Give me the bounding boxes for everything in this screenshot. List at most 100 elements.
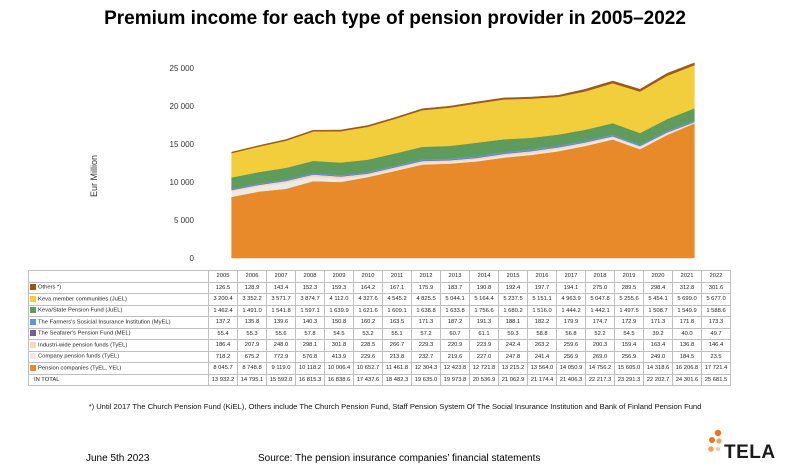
value-cell: 25 681.5 bbox=[701, 373, 731, 386]
value-cell: 232.7 bbox=[411, 350, 441, 363]
table-row: Company pension funds (TyEL) 718.2 675.2 77… bbox=[28, 350, 731, 363]
value-cell: 247.8 bbox=[498, 350, 528, 363]
value-cell: 23 291.3 bbox=[614, 373, 644, 386]
value-cell: 263.2 bbox=[527, 339, 557, 352]
value-cell: 4 545.2 bbox=[382, 293, 412, 306]
year-header-cell: 2011 bbox=[382, 270, 412, 283]
value-cell: 675.2 bbox=[237, 350, 267, 363]
value-cell: 249.0 bbox=[643, 350, 673, 363]
value-cell: 191.3 bbox=[469, 316, 499, 329]
year-header-cell: 2006 bbox=[237, 270, 267, 283]
value-cell: 298.1 bbox=[295, 339, 325, 352]
value-cell: 173.3 bbox=[701, 316, 731, 329]
table-row: Keva/State Pension Fund (JuEL) 1 462.4 1 4… bbox=[28, 304, 731, 317]
value-cell: 52.2 bbox=[585, 327, 615, 340]
value-cell: 10 652.7 bbox=[353, 362, 383, 375]
year-header-cell: 2017 bbox=[556, 270, 586, 283]
value-cell: 1 508.7 bbox=[643, 304, 673, 317]
y-tick-label: 15 000 bbox=[170, 140, 195, 149]
value-cell: 19 635.0 bbox=[411, 373, 441, 386]
value-cell: 5 237.5 bbox=[498, 293, 528, 306]
tela-logo-icon bbox=[708, 429, 722, 452]
series-label-cell: Others *) bbox=[28, 281, 209, 294]
value-cell: 23.5 bbox=[701, 350, 731, 363]
logo-dot bbox=[714, 429, 722, 437]
table-row: Pension companies (TyEL, YEL) 8 045.7 8 74… bbox=[28, 362, 731, 375]
value-cell: 21 062.9 bbox=[498, 373, 528, 386]
value-cell: 259.6 bbox=[556, 339, 586, 352]
value-cell: 1 444.2 bbox=[556, 304, 586, 317]
data-table: 2005 2006 2007 2008 2009 2010 2011 2012 2013 2014… bbox=[28, 270, 731, 386]
value-cell: 9 119.0 bbox=[266, 362, 296, 375]
series-name: The Seafarer's Pension Fund (MEL) bbox=[38, 331, 131, 338]
value-cell: 12 304.3 bbox=[411, 362, 441, 375]
value-cell: 20 536.9 bbox=[469, 373, 499, 386]
series-name: The Farmers's Sosicial Insurance Institu… bbox=[38, 319, 171, 326]
value-cell: 5 164.4 bbox=[469, 293, 499, 306]
value-cell: 3 352.2 bbox=[237, 293, 267, 306]
value-cell: 60.7 bbox=[440, 327, 470, 340]
value-cell: 301.8 bbox=[324, 339, 354, 352]
table-row: IN TOTAL 13 932.2 14 795.1 15 592.0 16 815.3… bbox=[28, 373, 731, 386]
value-cell: 269.0 bbox=[585, 350, 615, 363]
year-header-cell: 2008 bbox=[295, 270, 325, 283]
value-cell: 146.4 bbox=[701, 339, 731, 352]
value-cell: 13 932.2 bbox=[208, 373, 238, 386]
legend-swatch bbox=[30, 307, 36, 314]
legend-swatch bbox=[30, 295, 36, 302]
value-cell: 21 406.3 bbox=[556, 373, 586, 386]
value-cell: 182.2 bbox=[527, 316, 557, 329]
value-cell: 223.9 bbox=[469, 339, 499, 352]
value-cell: 3 874.7 bbox=[295, 293, 325, 306]
area-series bbox=[231, 62, 695, 259]
stacked-area-chart: 0 5 000 10 000 15 000 20 000 25 000 Eur Milli… bbox=[89, 62, 695, 263]
year-header-cell: 2007 bbox=[266, 270, 296, 283]
value-cell: 200.3 bbox=[585, 339, 615, 352]
legend-swatch bbox=[30, 364, 36, 371]
source-text: Source: The pension insurance companies’… bbox=[258, 453, 541, 464]
table-row: The Farmers's Sosicial Insurance Institu… bbox=[28, 316, 731, 329]
value-cell: 298.4 bbox=[643, 281, 673, 294]
value-cell: 171.8 bbox=[672, 316, 702, 329]
value-cell: 229.6 bbox=[353, 350, 383, 363]
value-cell: 3 200.4 bbox=[208, 293, 238, 306]
value-cell: 39.2 bbox=[643, 327, 673, 340]
value-cell: 150.8 bbox=[324, 316, 354, 329]
value-cell: 175.9 bbox=[411, 281, 441, 294]
value-cell: 188.1 bbox=[498, 316, 528, 329]
value-cell: 128.9 bbox=[237, 281, 267, 294]
value-cell: 22 202.7 bbox=[643, 373, 673, 386]
value-cell: 152.3 bbox=[295, 281, 325, 294]
value-cell: 289.5 bbox=[614, 281, 644, 294]
logo-dot bbox=[709, 437, 715, 443]
value-cell: 213.8 bbox=[382, 350, 412, 363]
value-cell: 139.6 bbox=[266, 316, 296, 329]
value-cell: 12 721.8 bbox=[469, 362, 499, 375]
value-cell: 1 442.1 bbox=[585, 304, 615, 317]
y-axis: 0 5 000 10 000 15 000 20 000 25 000 bbox=[170, 64, 195, 263]
value-cell: 140.3 bbox=[295, 316, 325, 329]
series-label-cell: IN TOTAL bbox=[28, 373, 209, 386]
value-cell: 266.7 bbox=[382, 339, 412, 352]
value-cell: 1 491.0 bbox=[237, 304, 267, 317]
value-cell: 21 174.4 bbox=[527, 373, 557, 386]
value-cell: 160.2 bbox=[353, 316, 383, 329]
value-cell: 718.2 bbox=[208, 350, 238, 363]
value-cell: 17 437.6 bbox=[353, 373, 383, 386]
value-cell: 8 045.7 bbox=[208, 362, 238, 375]
value-cell: 16 206.8 bbox=[672, 362, 702, 375]
date-text: June 5th 2023 bbox=[86, 453, 150, 464]
area-others bbox=[231, 62, 695, 154]
value-cell: 55.1 bbox=[382, 327, 412, 340]
legend-swatch bbox=[30, 284, 36, 291]
year-header-cell: 2013 bbox=[440, 270, 470, 283]
year-header-cell: 2021 bbox=[672, 270, 702, 283]
logo-dot bbox=[708, 446, 714, 452]
value-cell: 241.4 bbox=[527, 350, 557, 363]
value-cell: 22 217.3 bbox=[585, 373, 615, 386]
table-header-row: 2005 2006 2007 2008 2009 2010 2011 2012 2013 2014… bbox=[28, 270, 731, 283]
y-tick-label: 20 000 bbox=[170, 102, 195, 111]
value-cell: 10 006.4 bbox=[324, 362, 354, 375]
value-cell: 55.6 bbox=[266, 327, 296, 340]
value-cell: 5 044.1 bbox=[440, 293, 470, 306]
